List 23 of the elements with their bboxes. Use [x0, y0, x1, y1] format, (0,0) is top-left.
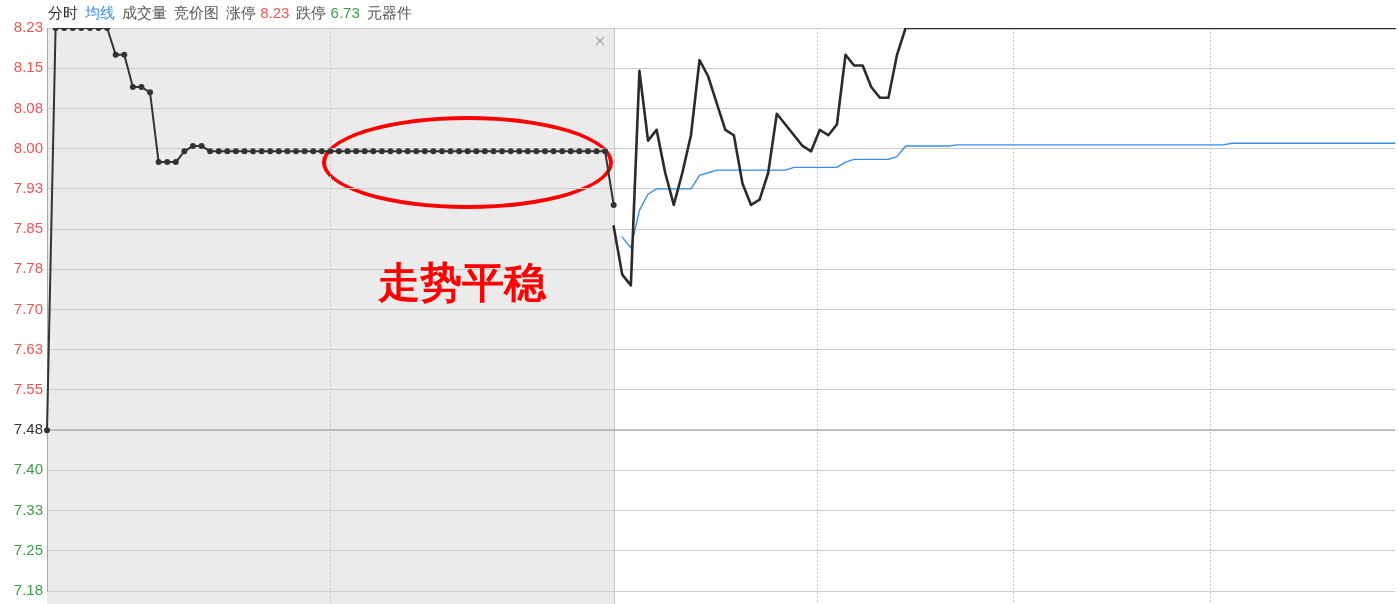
y-tick-label: 7.93 [13, 179, 43, 196]
text: 涨停 8.23 [226, 4, 290, 21]
y-tick-label: 7.70 [13, 299, 43, 317]
y-tick-label: 8.15 [13, 58, 43, 76]
y-tick-label: 7.55 [13, 380, 43, 398]
y-tick-label: 8.00 [13, 138, 43, 156]
y-tick-label: 7.25 [13, 540, 43, 558]
y-tick-label: 7.33 [13, 500, 43, 518]
text: 成交量 [122, 4, 167, 21]
text: 跌停 6.73 [296, 4, 360, 21]
y-tick-label: 7.78 [13, 259, 43, 277]
y-tick-label: 7.85 [13, 219, 43, 237]
y-tick-label: 8.08 [13, 98, 43, 116]
text: 分时 [48, 4, 78, 22]
text: 竞价图 [174, 4, 219, 21]
y-tick-label: 7.48 [13, 420, 43, 438]
y-tick-label: 8.23 [13, 18, 43, 36]
y-tick-label: 7.40 [13, 460, 43, 478]
text: 均线 [85, 4, 115, 22]
y-tick-label: 7.18 [13, 581, 43, 599]
text: 元器件 [366, 4, 412, 21]
y-tick-label: 7.63 [13, 339, 43, 357]
annotation: 走势平稳 [378, 259, 546, 306]
